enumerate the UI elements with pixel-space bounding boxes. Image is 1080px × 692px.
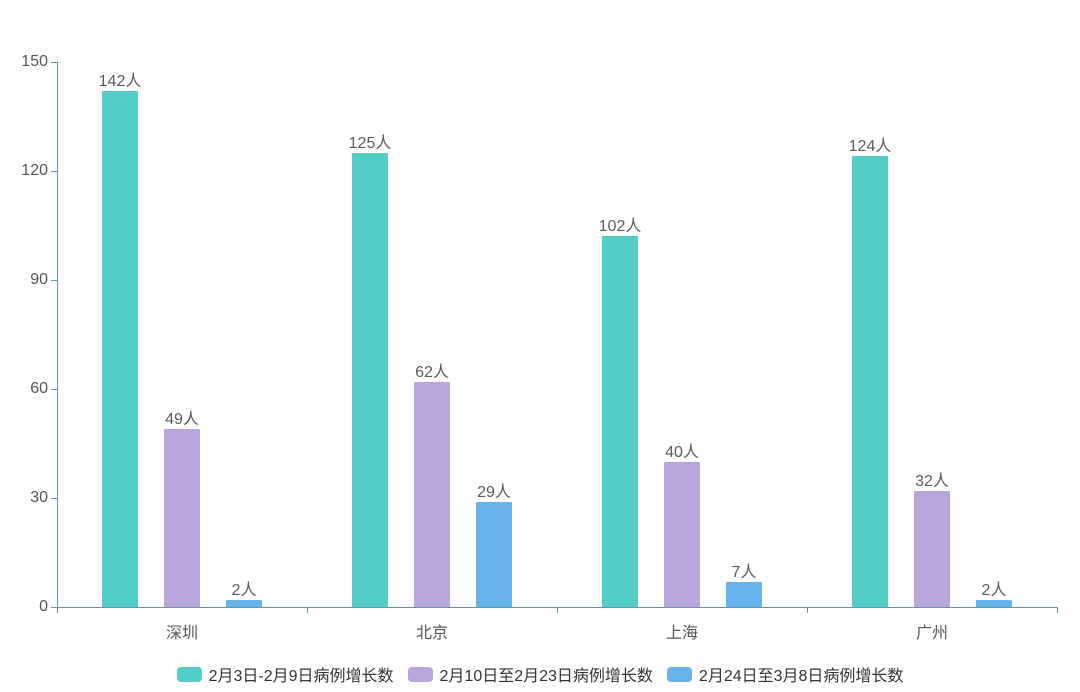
x-axis-tick — [807, 607, 808, 613]
x-axis-tick — [557, 607, 558, 613]
y-axis-tick — [51, 171, 57, 172]
y-axis-tick-label: 150 — [21, 53, 48, 70]
bar-北京-series-1[interactable] — [352, 153, 388, 607]
legend-swatch-icon — [176, 666, 202, 682]
bar-广州-series-3[interactable] — [976, 600, 1012, 607]
y-axis-tick — [51, 498, 57, 499]
legend-label: 2月3日-2月9日病例增长数 — [208, 668, 394, 685]
bar-广州-series-2[interactable] — [914, 491, 950, 607]
y-axis-tick — [51, 607, 57, 608]
bar-value-label: 32人 — [915, 473, 949, 490]
legend-item-1[interactable]: 2月3日-2月9日病例增长数 — [176, 662, 394, 686]
legend: 2月3日-2月9日病例增长数 2月10日至2月23日病例增长数 2月24日至3月8日… — [0, 660, 1080, 688]
y-axis-tick — [51, 62, 57, 63]
bar-value-label: 125人 — [348, 135, 392, 152]
bar-上海-series-1[interactable] — [602, 236, 638, 607]
bar-value-label: 49人 — [165, 411, 199, 428]
bar-深圳-series-3[interactable] — [226, 600, 262, 607]
bar-value-label: 102人 — [598, 218, 642, 235]
x-axis-tick — [1057, 607, 1058, 613]
x-category-label-3: 上海 — [665, 625, 698, 642]
bar-深圳-series-1[interactable] — [102, 91, 138, 607]
x-axis-tick — [57, 607, 58, 613]
y-axis-tick-label: 90 — [30, 271, 48, 288]
bar-value-label: 124人 — [848, 138, 892, 155]
legend-swatch-icon — [407, 666, 433, 682]
y-axis-tick-label: 0 — [39, 598, 48, 615]
bar-上海-series-3[interactable] — [726, 582, 762, 607]
bar-value-label: 2人 — [231, 582, 257, 599]
legend-swatch-icon — [666, 666, 692, 682]
bar-深圳-series-2[interactable] — [164, 429, 200, 607]
bar-value-label: 29人 — [477, 484, 511, 501]
bar-value-label: 7人 — [731, 564, 757, 581]
bar-北京-series-3[interactable] — [476, 502, 512, 607]
legend-label: 2月10日至2月23日病例增长数 — [439, 668, 653, 685]
bar-北京-series-2[interactable] — [414, 382, 450, 607]
y-axis-tick-label: 30 — [30, 489, 48, 506]
y-axis-tick-label: 120 — [21, 162, 48, 179]
bar-value-label: 40人 — [665, 444, 699, 461]
x-category-label-1: 深圳 — [165, 625, 198, 642]
bar-value-label: 62人 — [415, 364, 449, 381]
legend-item-3[interactable]: 2月24日至3月8日病例增长数 — [666, 662, 904, 686]
bar-广州-series-1[interactable] — [852, 156, 888, 607]
y-axis-tick-label: 60 — [30, 380, 48, 397]
bar-value-label: 2人 — [981, 582, 1007, 599]
y-axis-tick — [51, 389, 57, 390]
bar-上海-series-2[interactable] — [664, 462, 700, 607]
bar-value-label: 142人 — [98, 73, 142, 90]
y-axis-line — [57, 62, 58, 608]
x-axis-tick — [307, 607, 308, 613]
y-axis-tick — [51, 280, 57, 281]
x-category-label-4: 广州 — [915, 625, 948, 642]
legend-label: 2月24日至3月8日病例增长数 — [698, 668, 904, 685]
legend-item-2[interactable]: 2月10日至2月23日病例增长数 — [407, 662, 653, 686]
x-category-label-2: 北京 — [415, 625, 448, 642]
